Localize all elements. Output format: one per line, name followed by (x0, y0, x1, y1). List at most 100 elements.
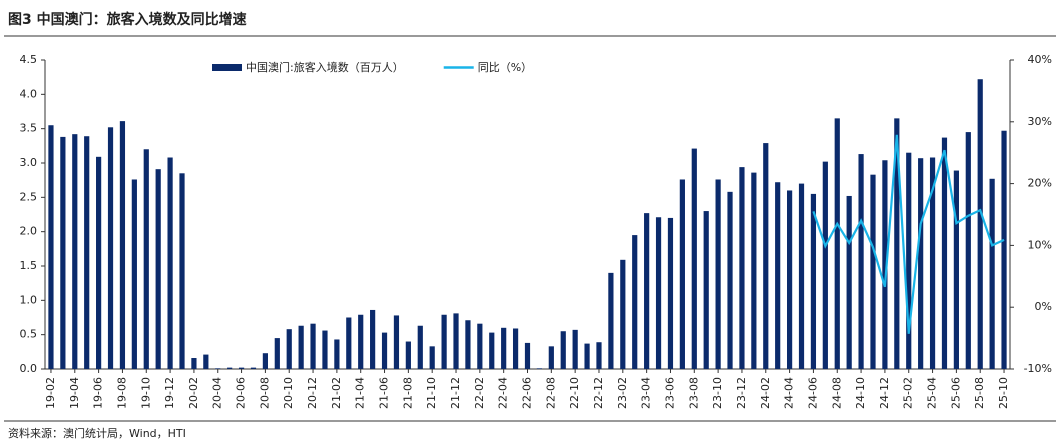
bar (48, 125, 54, 369)
bar (286, 329, 292, 369)
bar (691, 148, 697, 369)
y2-tick-label: -10% (1024, 362, 1052, 375)
bar (858, 154, 864, 369)
y-tick-label: 2.5 (20, 190, 38, 203)
bar (584, 343, 590, 369)
bar (131, 179, 137, 369)
bar (191, 358, 197, 369)
bar (834, 118, 840, 369)
x-tick-label: 20-08 (258, 377, 271, 409)
x-tick-label: 22-04 (497, 377, 510, 409)
x-tick-label: 19-06 (92, 377, 105, 409)
x-tick-label: 21-12 (449, 377, 462, 409)
x-tick-label: 21-06 (378, 377, 391, 409)
source: 资料来源：澳门统计局，Wind，HTI (8, 426, 186, 440)
bar (143, 149, 149, 369)
bar (107, 127, 114, 369)
bar (763, 143, 769, 369)
bar (548, 346, 554, 369)
y2-tick-label: 20% (1028, 177, 1052, 190)
y-tick-label: 1.5 (20, 259, 38, 272)
x-tick-label: 21-04 (354, 377, 367, 409)
bar (262, 353, 269, 369)
x-tick-label: 22-06 (521, 377, 534, 409)
x-tick-label: 25-02 (902, 377, 915, 409)
x-tick-label: 19-12 (163, 377, 176, 409)
bar (358, 314, 364, 369)
y-tick-label: 4.0 (20, 87, 38, 100)
bar (322, 330, 328, 369)
bar (918, 158, 924, 369)
bar (334, 339, 340, 369)
x-tick-label: 20-06 (235, 377, 248, 409)
x-tick-label: 23-04 (640, 377, 653, 409)
y-tick-label: 3.0 (20, 156, 38, 169)
bar (644, 213, 650, 369)
legend-label: 同比（%） (478, 61, 532, 74)
x-tick-label: 20-10 (282, 377, 295, 409)
bar (870, 174, 876, 369)
bar (882, 160, 888, 369)
bar (346, 317, 352, 369)
bar (655, 217, 662, 369)
bar (560, 331, 566, 369)
bar (798, 183, 805, 369)
x-tick-label: 25-10 (997, 377, 1010, 409)
y-tick-label: 4.5 (20, 53, 38, 66)
x-tick-label: 24-04 (783, 377, 796, 409)
bar (84, 136, 90, 369)
x-tick-label: 24-10 (854, 377, 867, 409)
bar (596, 342, 602, 369)
x-tick-label: 24-12 (878, 377, 891, 409)
bar (572, 329, 578, 369)
bar (512, 328, 519, 369)
bar (393, 315, 400, 369)
x-tick-label: 21-08 (401, 377, 414, 409)
x-tick-label: 20-12 (306, 377, 319, 409)
x-tick-label: 24-06 (806, 377, 819, 409)
x-tick-label: 23-02 (616, 377, 629, 409)
bar (203, 354, 209, 369)
bar (965, 132, 971, 369)
bar (739, 167, 745, 369)
bar (477, 323, 483, 369)
bar (60, 136, 66, 369)
bar (608, 272, 614, 369)
bar (679, 179, 685, 369)
bar (179, 173, 185, 369)
bar (215, 368, 221, 369)
y2-tick-label: 30% (1028, 115, 1052, 128)
bar (775, 182, 781, 369)
x-tick-label: 25-06 (949, 377, 962, 409)
bar (96, 156, 102, 369)
bar (381, 332, 388, 369)
bar (977, 79, 983, 369)
bar (501, 327, 507, 369)
bar (941, 137, 948, 369)
bar (524, 342, 531, 369)
y-tick-label: 2.0 (20, 225, 38, 238)
x-tick-label: 20-04 (211, 377, 224, 409)
bar (906, 152, 912, 369)
bar (894, 118, 900, 369)
bar (667, 217, 674, 369)
x-tick-label: 24-08 (830, 377, 843, 409)
y-tick-label: 0.5 (20, 328, 38, 341)
bar (250, 367, 257, 369)
bar (370, 309, 376, 369)
bar (465, 320, 471, 369)
bar (453, 313, 459, 369)
chart-title: 图3 中国澳门：旅客入境数及同比增速 (8, 11, 247, 28)
y-tick-label: 0.0 (20, 362, 38, 375)
bar (953, 170, 959, 369)
x-tick-label: 20-02 (187, 377, 200, 409)
x-tick-label: 22-02 (473, 377, 486, 409)
x-tick-label: 25-04 (926, 377, 939, 409)
x-tick-label: 22-10 (568, 377, 581, 409)
bar (310, 323, 316, 369)
bar (822, 161, 828, 369)
bar (227, 367, 233, 369)
y2-tick-label: 40% (1028, 53, 1052, 66)
x-tick-label: 21-02 (330, 377, 343, 409)
bar (536, 368, 543, 369)
